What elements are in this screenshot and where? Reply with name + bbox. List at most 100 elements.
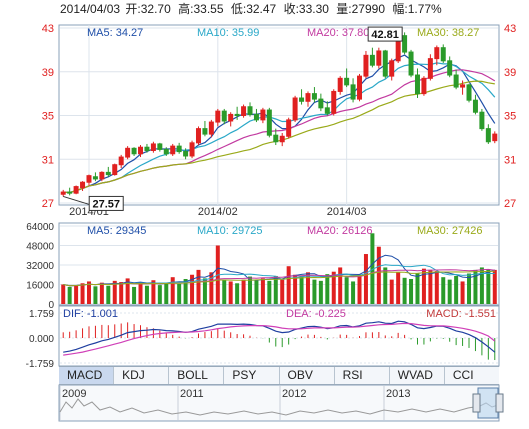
volume-y-tick: 32000: [26, 261, 54, 272]
tab-cci[interactable]: CCI: [452, 368, 474, 382]
candle-body: [144, 146, 150, 151]
volume-ma-lines: [63, 254, 495, 287]
candle-body: [260, 109, 266, 121]
tab-obv[interactable]: OBV: [280, 367, 335, 384]
volume-bar: [376, 246, 381, 304]
volume-bar: [492, 269, 497, 304]
tab-boll[interactable]: BOLL: [169, 367, 225, 384]
candle-body: [163, 148, 169, 155]
header-quote: 2014/04/03 开:32.70 高:33.55 低:32.47 收:33.…: [60, 1, 442, 16]
macd-panel: [58, 305, 500, 367]
candle-body: [150, 143, 156, 151]
candle-body: [138, 146, 144, 155]
volume-bar: [228, 281, 233, 304]
price-y-tick-right: 39: [504, 67, 516, 79]
candle-body: [80, 181, 86, 189]
volume-bar: [396, 272, 401, 304]
tab-rsi[interactable]: RSI: [335, 367, 390, 384]
volume-bar: [421, 268, 426, 304]
navigator-left-handle[interactable]: [472, 393, 481, 413]
volume-bar: [434, 271, 439, 304]
macd-y-tick: 0.000: [29, 334, 54, 345]
volume-bar: [447, 279, 452, 304]
ma5-line: [63, 54, 496, 194]
volume-y-tick: 0: [48, 300, 54, 311]
navigator-year-label: 2011: [180, 388, 204, 400]
tab-psy[interactable]: PSY: [224, 367, 280, 384]
volume-bar: [112, 280, 117, 304]
volume-bar: [235, 283, 240, 304]
volume-bar: [312, 279, 317, 304]
candle-body: [99, 171, 105, 180]
price-ma-labels: MA5: 34.27 MA10: 35.99 MA20: 37.80 MA30: 38…: [87, 27, 479, 39]
tab-wvad[interactable]: WVAD: [390, 367, 445, 384]
macd-y-tick: -1.759: [26, 359, 55, 370]
price-y-tick-right: 43: [504, 23, 516, 35]
volume-bar: [67, 286, 72, 304]
price-ma-label: MA5: 34.27: [87, 27, 143, 39]
volume-bar: [338, 267, 343, 304]
candle-body: [279, 135, 285, 143]
header-change: 1.77%: [408, 2, 442, 16]
volume-bar: [441, 277, 446, 304]
candle-body: [170, 145, 176, 155]
volume-bar: [138, 282, 143, 304]
volume-bars: [61, 233, 497, 304]
navigator-panel[interactable]: [58, 384, 500, 422]
price-ma-label: MA10: 35.99: [197, 27, 259, 39]
candle-body: [382, 50, 388, 77]
price-y-tick-left: 43: [42, 23, 54, 35]
tab-kdj[interactable]: KDJ: [114, 367, 170, 384]
volume-bar: [196, 269, 201, 304]
price-y-tick-left: 27: [42, 198, 54, 210]
volume-y-axis: 64000 48000 32000 16000 0: [26, 222, 54, 311]
candle-body: [131, 147, 137, 155]
price-markers: 42.81 27.57: [63, 26, 403, 211]
macd-grid: [60, 312, 498, 364]
header-high: 33.55: [193, 2, 223, 16]
candle-body: [402, 35, 408, 53]
candle-body: [434, 47, 440, 60]
candle-body: [337, 77, 343, 92]
navigator-window[interactable]: [477, 387, 499, 419]
header-high-label: 高:: [178, 1, 193, 16]
volume-bar: [325, 274, 330, 304]
volume-ma30-line: [63, 270, 495, 287]
volume-bar: [370, 233, 375, 304]
volume-bar: [383, 267, 388, 304]
navigator-right-handle[interactable]: [495, 393, 504, 413]
candle-body: [311, 93, 317, 100]
candle-body: [350, 84, 356, 100]
volume-ma-label: MA30: 27426: [417, 225, 482, 237]
candle-body: [286, 119, 292, 137]
header-change-label: 幅:: [392, 1, 407, 16]
volume-ma-labels: MA5: 29345 MA10: 29725 MA20: 26126 MA30: 27…: [87, 225, 482, 237]
price-ma-label: MA20: 37.80: [307, 27, 369, 39]
min-marker-label: 27.57: [92, 198, 120, 210]
candle-body: [453, 74, 459, 88]
volume-bar: [280, 279, 285, 304]
volume-bar: [299, 275, 304, 304]
volume-bar: [479, 267, 484, 304]
volume-bar: [151, 280, 156, 304]
volume-bar: [61, 284, 66, 304]
volume-bar: [86, 281, 91, 304]
candle-body: [292, 97, 298, 121]
volume-y-tick: 48000: [26, 242, 54, 253]
price-y-tick-left: 35: [42, 111, 54, 123]
candle-body: [241, 106, 247, 116]
volume-bar: [157, 285, 162, 304]
candle-body: [125, 147, 131, 158]
candle-body: [485, 128, 491, 143]
tab-macd[interactable]: MACD: [59, 367, 115, 384]
volume-ma-label: MA10: 29725: [197, 225, 262, 237]
volume-bar: [248, 276, 253, 304]
header-close: 33.30: [299, 2, 329, 16]
volume-y-tick: 64000: [26, 222, 54, 233]
candle-body: [157, 143, 163, 150]
volume-ma-label: MA20: 26126: [307, 225, 372, 237]
candle-body: [408, 51, 414, 76]
volume-bar: [93, 286, 98, 304]
candle-body: [202, 128, 208, 135]
macd-dif-label: DIF: -1.001: [63, 308, 118, 320]
